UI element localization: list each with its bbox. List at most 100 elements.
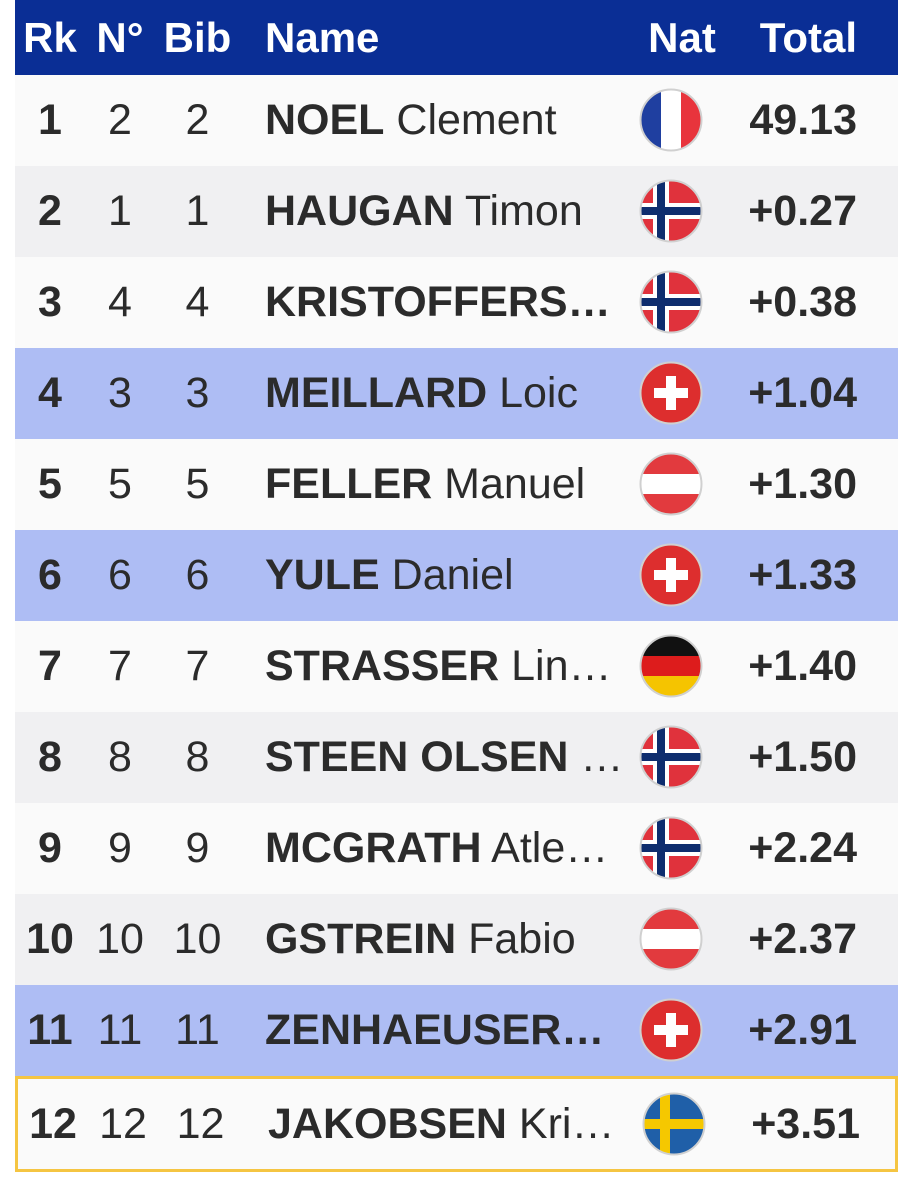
total-time: +2.37 (748, 915, 857, 963)
rank: 3 (38, 278, 62, 326)
header-cell[interactable]: Rk (23, 14, 77, 61)
flag-icon (639, 998, 703, 1062)
table-row[interactable]: 11 11 11 ZENHAEUSER… +2.91 (15, 985, 898, 1076)
flag-ring (639, 543, 703, 607)
number: 12 (99, 1100, 147, 1148)
table-row[interactable]: 9 9 9 MCGRATH Atle… +2.24 (15, 803, 898, 894)
athlete-name: STRASSER Lin… (265, 621, 635, 712)
nation-flag (639, 179, 703, 243)
athlete-name: HAUGAN Timon (265, 166, 635, 257)
bib: 6 (185, 551, 210, 599)
given-name: Kri… (518, 1100, 615, 1148)
flag-icon (639, 543, 703, 607)
total-time: +0.38 (748, 278, 857, 326)
bib: 10 (173, 915, 222, 963)
header-cell[interactable]: Bib (163, 14, 232, 61)
surname: MEILLARD (265, 369, 488, 417)
flag-ring (642, 1092, 706, 1156)
flag-icon (639, 88, 703, 152)
given-name: … (580, 733, 624, 781)
bib: 11 (175, 1006, 220, 1054)
surname: YULE (265, 551, 380, 599)
given-name: Lin… (511, 642, 612, 690)
total-time: +2.24 (748, 824, 857, 872)
nation-flag (639, 816, 703, 880)
flag-icon (642, 1092, 706, 1156)
number: 10 (96, 915, 144, 963)
given-name: Timon (464, 187, 583, 235)
athlete-name: MEILLARD Loic (265, 348, 635, 439)
bib: 9 (185, 824, 210, 872)
table-row[interactable]: 6 6 6 YULE Daniel +1.33 (15, 530, 898, 621)
number: 2 (108, 96, 132, 144)
given-name: Loic (499, 369, 578, 417)
nation-flag (639, 543, 703, 607)
athlete-name: YULE Daniel (265, 530, 635, 621)
flag-icon (639, 179, 703, 243)
rank: 9 (38, 824, 62, 872)
bib: 1 (185, 187, 210, 235)
athlete-name: NOEL Clement (265, 75, 635, 166)
nation-flag (639, 452, 703, 516)
nation-flag (639, 88, 703, 152)
flag-icon (639, 907, 703, 971)
number: 5 (108, 460, 132, 508)
rank: 2 (38, 187, 62, 235)
table-row[interactable]: 7 7 7 STRASSER Lin… +1.40 (15, 621, 898, 712)
athlete-name: STEEN OLSEN … (265, 712, 635, 803)
flag-icon (639, 725, 703, 789)
header-cell[interactable]: Nat (648, 14, 716, 61)
total-time: +0.27 (748, 187, 857, 235)
flag-ring (639, 361, 703, 425)
bib: 4 (185, 278, 210, 326)
flag-ring (639, 634, 703, 698)
nation-flag (642, 1092, 706, 1156)
athlete-name: JAKOBSEN Kri… (268, 1079, 638, 1170)
flag-icon (639, 361, 703, 425)
number: 1 (108, 187, 132, 235)
table-row[interactable]: 2 1 1 HAUGAN Timon +0.27 (15, 166, 898, 257)
bib: 12 (176, 1100, 225, 1148)
surname: GSTREIN (265, 915, 457, 963)
number: 7 (108, 642, 132, 690)
header-cell[interactable]: Name (265, 14, 380, 61)
number: 3 (108, 369, 132, 417)
athlete-name: KRISTOFFERS… (265, 257, 635, 348)
athlete-name: MCGRATH Atle… (265, 803, 635, 894)
total-time: +1.30 (748, 460, 857, 508)
nation-flag (639, 725, 703, 789)
athlete-name: GSTREIN Fabio (265, 894, 635, 985)
given-name: Manuel (444, 460, 586, 508)
table-row[interactable]: 1 2 2 NOEL Clement 49.13 (15, 75, 898, 166)
total-time: +1.33 (748, 551, 857, 599)
flag-icon (639, 452, 703, 516)
rank: 4 (38, 369, 62, 417)
total-time: +2.91 (748, 1006, 857, 1054)
flag-icon (639, 816, 703, 880)
header-cell[interactable]: Total (759, 14, 857, 61)
given-name: Clement (396, 96, 557, 144)
flag-ring (639, 816, 703, 880)
flag-ring (639, 179, 703, 243)
rank: 7 (38, 642, 62, 690)
table-row[interactable]: 8 8 8 STEEN OLSEN … +1.50 (15, 712, 898, 803)
header-cell[interactable]: N° (96, 14, 144, 61)
table-row[interactable]: 3 4 4 KRISTOFFERS… +0.38 (15, 257, 898, 348)
table-row[interactable]: 12 12 12 JAKOBSEN Kri… +3.51 (15, 1076, 898, 1172)
number: 11 (97, 1006, 143, 1054)
table-row[interactable]: 5 5 5 FELLER Manuel +1.30 (15, 439, 898, 530)
surname: JAKOBSEN (268, 1100, 507, 1148)
surname: FELLER (265, 460, 433, 508)
flag-ring (639, 452, 703, 516)
table-header: Rk N° Bib Name Nat Total (15, 0, 898, 75)
given-name: Atle… (491, 824, 609, 872)
total-time: +3.51 (751, 1100, 860, 1148)
nation-flag (639, 634, 703, 698)
flag-ring (639, 725, 703, 789)
table-row[interactable]: 10 10 10 GSTREIN Fabio +2.37 (15, 894, 898, 985)
table-row[interactable]: 4 3 3 MEILLARD Loic +1.04 (15, 348, 898, 439)
rank: 5 (38, 460, 62, 508)
rank: 10 (26, 915, 74, 963)
surname: MCGRATH (265, 824, 482, 872)
